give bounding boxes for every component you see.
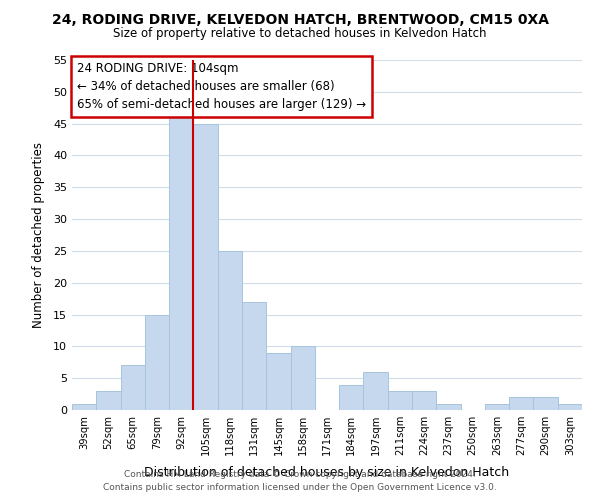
Bar (242, 302, 266, 410)
Text: Size of property relative to detached houses in Kelvedon Hatch: Size of property relative to detached ho… (113, 28, 487, 40)
Bar (436, 404, 461, 410)
Bar (169, 118, 193, 410)
Bar (533, 398, 558, 410)
Bar (412, 391, 436, 410)
Text: Contains HM Land Registry data © Crown copyright and database right 2024.
Contai: Contains HM Land Registry data © Crown c… (103, 470, 497, 492)
Bar (266, 352, 290, 410)
Bar (290, 346, 315, 410)
Bar (485, 404, 509, 410)
Y-axis label: Number of detached properties: Number of detached properties (32, 142, 44, 328)
Bar (339, 384, 364, 410)
Bar (145, 314, 169, 410)
Bar (218, 251, 242, 410)
X-axis label: Distribution of detached houses by size in Kelvedon Hatch: Distribution of detached houses by size … (145, 466, 509, 479)
Bar (96, 391, 121, 410)
Bar (558, 404, 582, 410)
Bar (121, 366, 145, 410)
Bar (364, 372, 388, 410)
Text: 24, RODING DRIVE, KELVEDON HATCH, BRENTWOOD, CM15 0XA: 24, RODING DRIVE, KELVEDON HATCH, BRENTW… (52, 12, 548, 26)
Bar (509, 398, 533, 410)
Bar (193, 124, 218, 410)
Text: 24 RODING DRIVE: 104sqm
← 34% of detached houses are smaller (68)
65% of semi-de: 24 RODING DRIVE: 104sqm ← 34% of detache… (77, 62, 366, 111)
Bar (72, 404, 96, 410)
Bar (388, 391, 412, 410)
